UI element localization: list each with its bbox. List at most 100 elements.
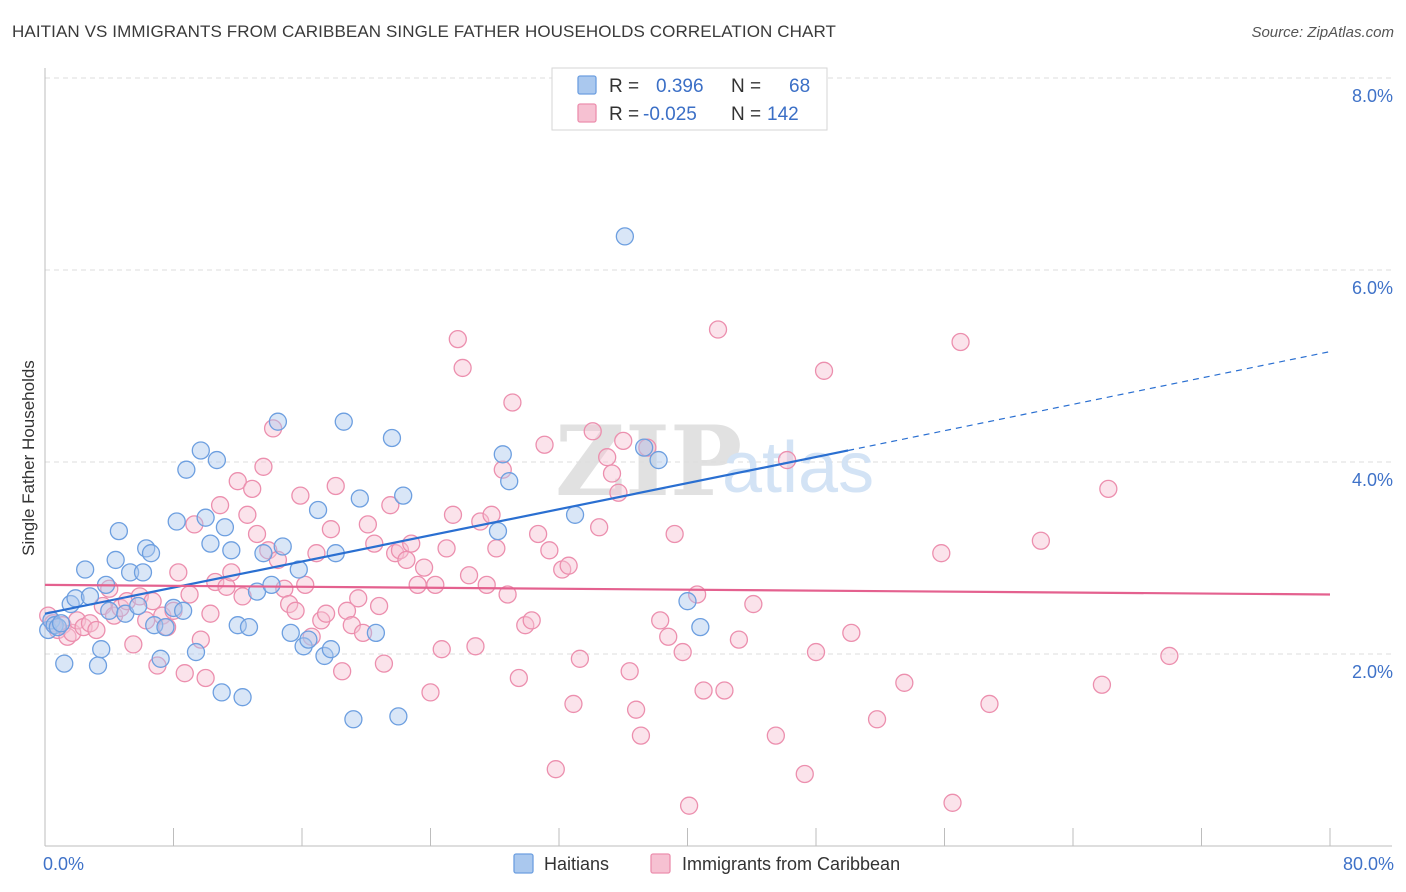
point-caribbean [1099,479,1118,499]
point-caribbean [333,662,352,681]
point-caribbean [414,558,434,577]
watermark: ZIP atlas [555,405,874,518]
point-caribbean [583,422,602,441]
point-caribbean [80,614,100,633]
point-haitian [100,601,119,620]
point-caribbean [124,635,143,654]
point-caribbean [316,604,336,623]
point-haitian [299,630,318,649]
point-caribbean [503,393,522,412]
point-caribbean [1092,675,1112,694]
point-haitian [493,445,512,464]
point-caribbean [665,524,684,544]
point-haitian [281,623,300,643]
point-caribbean [397,550,416,570]
point-caribbean [180,585,199,604]
point-haitian [321,640,341,659]
point-caribbean [564,694,583,714]
point-haitian [51,614,71,633]
point-caribbean [358,515,378,534]
point-caribbean [614,431,633,451]
point-caribbean [814,361,834,380]
point-haitian [350,489,369,508]
point-caribbean [651,611,670,630]
point-caribbean [708,320,728,339]
y-tick-label: 4.0% [1352,470,1393,490]
point-caribbean [279,594,299,614]
point-haitian [308,500,328,520]
point-haitian [678,592,697,611]
axes [44,68,1392,847]
point-haitian [268,412,288,431]
point-haitian [186,642,206,662]
point-caribbean [381,496,400,515]
point-caribbean [951,332,970,352]
point-caribbean [466,637,485,656]
legend-r-label-2: R = [609,104,639,125]
legend-n-value-1: 68 [789,76,810,97]
point-caribbean [426,575,445,595]
point-caribbean [602,464,622,483]
point-caribbean [228,472,247,491]
point-caribbean [729,630,749,649]
point-caribbean [535,435,554,454]
point-caribbean [1031,531,1051,550]
trend-haitians-extension [848,351,1331,452]
point-caribbean [795,764,814,784]
point-haitian [76,560,95,579]
x-tick-max: 80.0% [1343,854,1394,874]
point-caribbean [233,587,252,606]
point-caribbean [87,620,106,640]
point-haitian [273,537,292,556]
point-caribbean [540,541,559,560]
point-caribbean [259,541,278,560]
chart-title: HAITIAN VS IMMIGRANTS FROM CARIBBEAN SIN… [12,22,837,41]
series-legend: Haitians Immigrants from Caribbean [513,853,900,874]
point-caribbean [421,683,440,702]
point-caribbean [631,726,651,745]
point-caribbean [369,596,389,616]
point-haitian [167,512,186,531]
point-caribbean [715,681,734,700]
point-haitian [106,550,125,570]
legend-n-label-2: N = [731,104,761,125]
point-haitian [222,541,241,560]
point-haitian [389,707,408,726]
point-haitian [233,688,252,707]
bottom-legend-haitians: Haitians [544,854,609,874]
point-haitian [634,438,654,457]
trend-caribbean [44,583,1331,596]
point-caribbean [349,589,368,608]
point-caribbean [806,642,826,662]
x-tick-min: 0.0% [43,854,84,874]
trend-lines [44,351,1331,615]
correlation-legend: R = 0.396 N = 68 R = -0.025 N = 142 [551,67,828,131]
point-haitian [215,518,235,537]
point-haitian [334,412,353,431]
point-haitian [344,710,363,729]
point-haitian [500,472,519,491]
point-haitian [207,450,227,470]
x-tick-labels: 0.0% 80.0% [43,854,1394,874]
legend-r-value-1: 0.396 [656,76,704,97]
point-haitian [151,649,170,668]
point-caribbean [980,694,999,714]
point-caribbean [498,585,517,604]
point-haitian [55,654,74,673]
series-caribbean [39,320,1179,815]
point-caribbean [291,486,310,505]
point-caribbean [493,460,512,479]
point-caribbean [528,524,548,544]
point-caribbean [443,505,463,524]
point-haitian [691,617,710,637]
point-haitian [120,563,140,582]
point-caribbean [626,700,646,719]
point-caribbean [437,539,456,558]
legend-r-label-1: R = [609,76,639,97]
point-caribbean [766,726,785,745]
point-caribbean [196,668,215,688]
point-haitian [382,428,402,448]
legend-swatch-haitians [577,75,597,95]
point-haitian [156,617,175,637]
